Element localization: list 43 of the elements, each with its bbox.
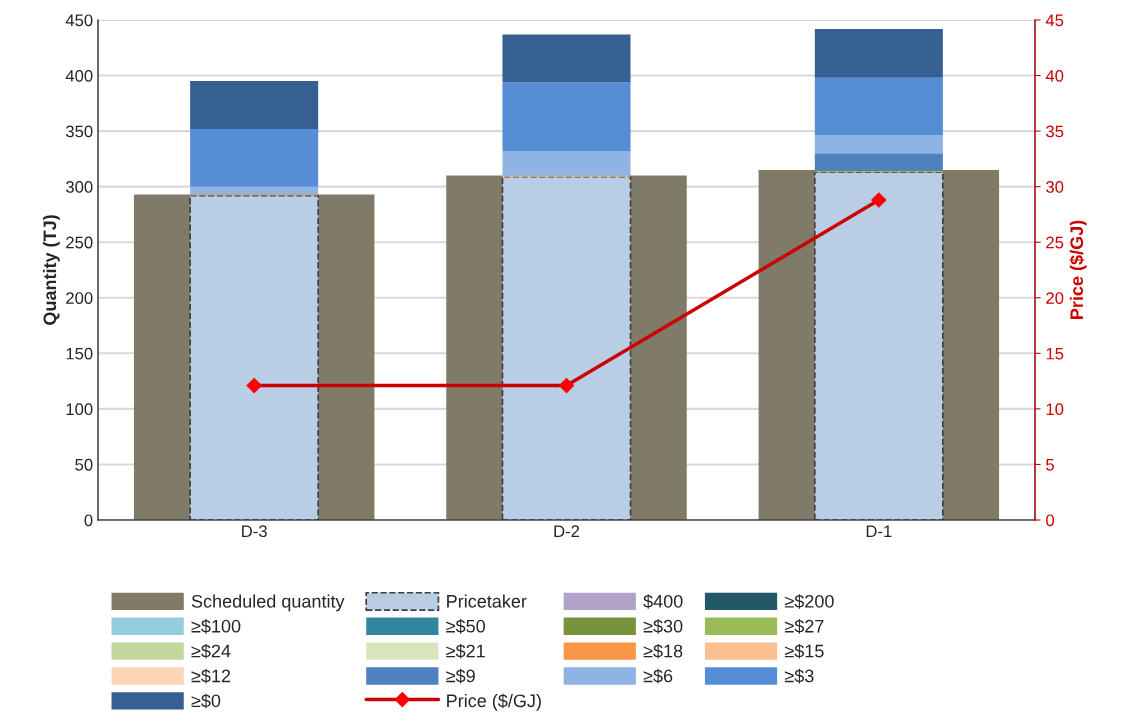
- legend-label: ≥$100: [191, 619, 241, 634]
- y2-tick-label: 10: [1046, 403, 1064, 416]
- y-tick-label: 0: [84, 514, 93, 527]
- y2-tick-label: 40: [1045, 69, 1064, 82]
- legend-label: ≥$30: [643, 619, 683, 634]
- y2-tick-label: 0: [1046, 514, 1055, 527]
- legend-label: ≥$200: [784, 594, 834, 609]
- legend-label: Pricetaker: [447, 594, 527, 608]
- legend-label: ≥$6: [643, 668, 673, 684]
- y-tick-label: 300: [65, 181, 93, 193]
- legend-label: ≥$0: [191, 693, 221, 709]
- legend-label: ≥$24: [191, 643, 231, 659]
- y2-tick-label: 30: [1046, 181, 1064, 193]
- y-axis-title: Quantity (TJ): [42, 215, 60, 325]
- legend-label: Scheduled quantity: [191, 594, 345, 612]
- y-tick-label: 200: [66, 292, 93, 304]
- y2-tick-label: 5: [1046, 459, 1054, 471]
- legend-label: ≥$50: [446, 619, 485, 634]
- y-tick-label: 450: [65, 14, 93, 27]
- y2-tick-label: 15: [1046, 347, 1064, 360]
- legend-label: ≥$27: [784, 619, 824, 634]
- legend-label: ≥$3: [784, 668, 814, 684]
- legend-label: ≥$21: [446, 643, 485, 659]
- y-tick-label: 50: [75, 458, 93, 471]
- y2-tick-label: 20: [1046, 292, 1064, 304]
- legend-label: ≥$15: [784, 643, 824, 659]
- y2-axis-title: Price ($/GJ): [1069, 220, 1087, 319]
- y-tick-label: 100: [66, 403, 93, 416]
- legend-label: Price ($/GJ): [447, 693, 541, 711]
- y-tick-label: 400: [65, 69, 93, 82]
- x-tick-label: D-1: [866, 525, 892, 537]
- y-tick-label: 350: [65, 125, 93, 138]
- y-tick-label: 250: [66, 236, 93, 249]
- x-tick-label: D-3: [242, 525, 267, 538]
- y2-tick-label: 25: [1046, 236, 1064, 249]
- y2-tick-label: 45: [1045, 14, 1064, 27]
- x-tick-label: D-2: [554, 525, 580, 537]
- legend-label: $400: [643, 594, 683, 609]
- y-tick-label: 150: [66, 347, 93, 360]
- y2-tick-label: 35: [1046, 125, 1064, 138]
- legend-label: ≥$9: [446, 668, 475, 684]
- legend-label: ≥$18: [643, 643, 683, 659]
- legend-label: ≥$12: [191, 668, 231, 684]
